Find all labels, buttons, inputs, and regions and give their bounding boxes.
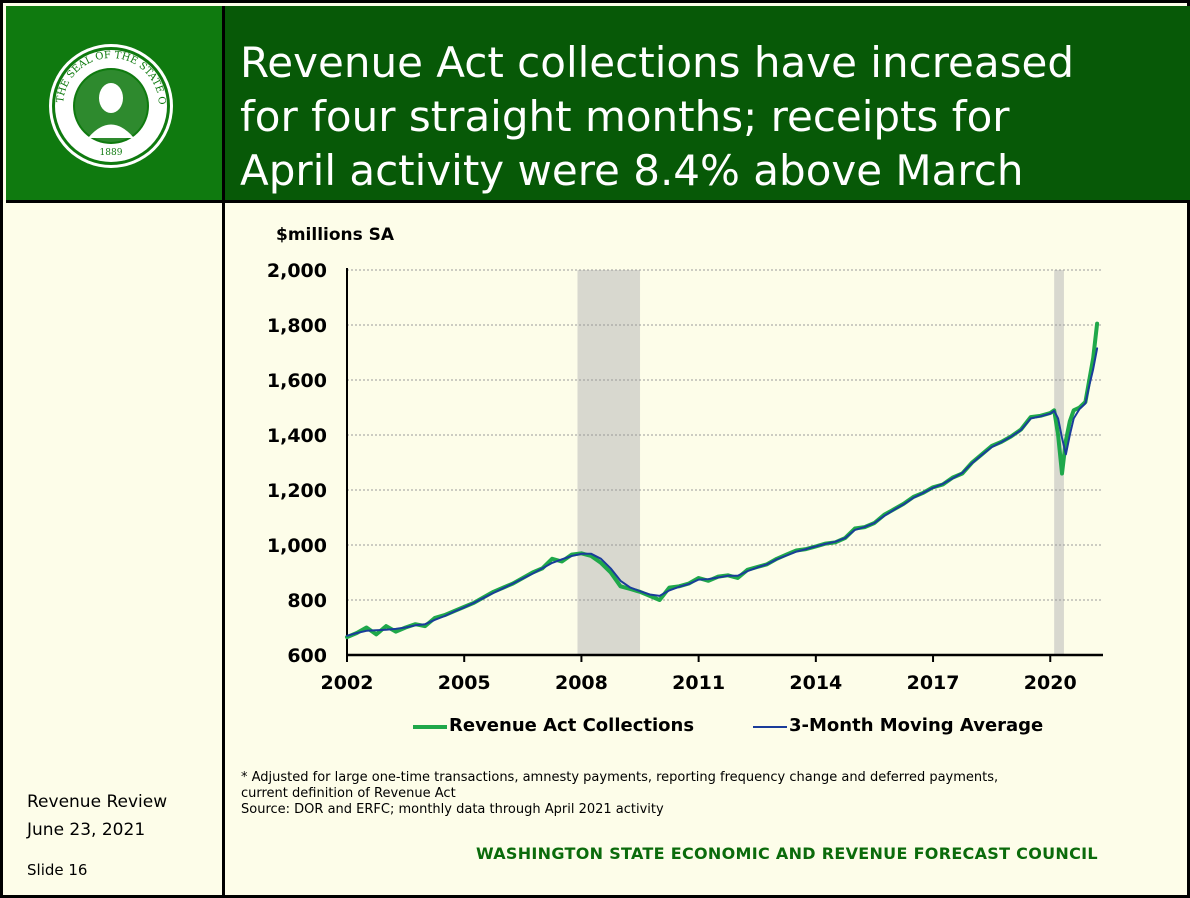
y-tick-label: 1,800	[267, 315, 327, 337]
review-title: Revenue Review	[27, 792, 168, 812]
y-tick-label: 1,400	[267, 425, 327, 447]
x-tick-label: 2002	[321, 672, 374, 694]
legend-swatch-moving-average	[753, 726, 787, 728]
gridlines	[347, 269, 1103, 601]
title-line-3: April activity were 8.4% above March	[240, 146, 1024, 195]
review-date: June 23, 2021	[27, 820, 146, 840]
y-axis-label: $millions SA	[276, 225, 395, 245]
x-tick-label: 2005	[438, 672, 491, 694]
vertical-divider	[222, 6, 225, 898]
footnote-line-1: * Adjusted for large one-time transactio…	[241, 770, 999, 785]
x-tick-label: 2017	[907, 672, 960, 694]
series-lines	[345, 321, 1100, 640]
y-tick-labels: 600 800 1,000 1,200 1,400 1,600 1,800 2,000	[267, 260, 327, 667]
y-tick-label: 1,600	[267, 370, 327, 392]
x-tick-label: 2020	[1024, 672, 1077, 694]
revenue-chart: 600 800 1,000 1,200 1,400 1,600 1,800 2,000 200…	[267, 260, 1103, 694]
footnote-source: Source: DOR and ERFC; monthly data throu…	[241, 802, 664, 817]
slide-number: Slide 16	[27, 861, 88, 879]
title-line-2: for four straight months; receipts for	[240, 92, 1010, 141]
y-tick-label: 600	[287, 645, 327, 667]
header-title-panel	[225, 6, 1190, 200]
x-tick-label: 2011	[672, 672, 725, 694]
seal-year: 1889	[100, 148, 123, 158]
legend-label-moving-average: 3-Month Moving Average	[789, 715, 1044, 736]
legend-swatch-collections	[413, 725, 447, 729]
footnote-line-2: current definition of Revenue Act	[241, 786, 456, 801]
y-tick-label: 1,000	[267, 535, 327, 557]
recession-band-1	[577, 270, 641, 655]
council-name: WASHINGTON STATE ECONOMIC AND REVENUE FO…	[476, 844, 1098, 863]
x-tick-labels: 2002 2005 2008 2011 2014 2017 2020	[321, 672, 1077, 694]
axes	[346, 268, 1103, 662]
y-tick-label: 2,000	[267, 260, 327, 282]
x-tick-label: 2014	[789, 672, 842, 694]
slide-title: Revenue Act collections have increased f…	[240, 36, 1180, 198]
y-tick-label: 1,200	[267, 480, 327, 502]
x-tick-label: 2008	[555, 672, 608, 694]
y-tick-label: 800	[287, 590, 327, 612]
horizontal-divider	[6, 200, 1190, 203]
review-info: Revenue Review June 23, 2021	[27, 788, 167, 844]
state-seal-icon: THE SEAL OF THE STATE OF WASHINGTON 1889	[48, 43, 173, 168]
series-line-collections	[345, 321, 1100, 640]
title-line-1: Revenue Act collections have increased	[240, 38, 1074, 87]
series-line-moving-average	[346, 347, 1099, 637]
legend-label-collections: Revenue Act Collections	[449, 715, 695, 736]
footnote: * Adjusted for large one-time transactio…	[241, 770, 1141, 818]
